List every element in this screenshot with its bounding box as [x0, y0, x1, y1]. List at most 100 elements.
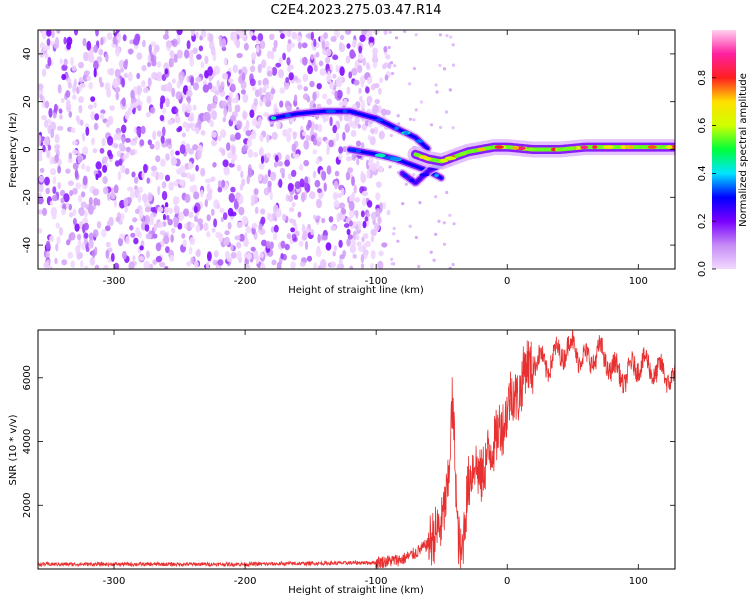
noise-blob [230, 252, 237, 259]
noise-blob [266, 152, 272, 159]
noise-blob [361, 197, 367, 207]
noise-blob [189, 57, 195, 67]
noise-blob [143, 163, 148, 174]
noise-blob [442, 67, 447, 71]
noise-blob [257, 116, 262, 124]
noise-blob [315, 157, 320, 165]
noise-blob [49, 200, 54, 206]
noise-blob [445, 190, 449, 195]
noise-blob [99, 147, 105, 154]
noise-blob [379, 202, 383, 209]
noise-blob [121, 77, 125, 88]
noise-blob [213, 218, 218, 228]
noise-blob [341, 187, 345, 197]
noise-blob [136, 52, 143, 60]
noise-blob [192, 47, 198, 54]
noise-blob [141, 170, 145, 180]
noise-blob [147, 61, 152, 67]
noise-blob [236, 241, 242, 249]
noise-blob [43, 261, 49, 269]
noise-blob [220, 129, 227, 139]
noise-blob [358, 51, 363, 61]
noise-blob [70, 127, 76, 134]
noise-blob [52, 176, 57, 185]
noise-blob [236, 164, 242, 172]
noise-blob [124, 111, 130, 120]
noise-blob [83, 237, 88, 245]
noise-blob [124, 168, 130, 175]
noise-blob [250, 246, 256, 252]
noise-blob [306, 95, 311, 103]
noise-blob [86, 75, 92, 81]
noise-blob [82, 175, 88, 186]
noise-blob [315, 51, 320, 58]
noise-blob [173, 159, 178, 165]
noise-blob [78, 104, 83, 114]
noise-blob [339, 43, 346, 53]
noise-blob [260, 154, 265, 164]
noise-blob [282, 52, 286, 61]
noise-blob [145, 250, 150, 259]
noise-blob [221, 38, 227, 48]
noise-blob [356, 140, 361, 147]
noise-blob [257, 79, 262, 86]
noise-blob [323, 32, 328, 40]
noise-blob [45, 187, 50, 195]
noise-blob [41, 30, 47, 40]
noise-blob [307, 65, 313, 75]
noise-blob [147, 54, 151, 63]
noise-blob [90, 111, 96, 121]
noise-blob [192, 144, 199, 151]
noise-blob [162, 213, 167, 221]
noise-blob [317, 188, 322, 194]
noise-blob [83, 51, 89, 62]
noise-blob [444, 110, 449, 114]
noise-blob [123, 73, 128, 78]
noise-blob [61, 73, 67, 81]
noise-blob [260, 208, 266, 215]
noise-blob [84, 210, 88, 218]
noise-blob [283, 81, 290, 90]
noise-blob [207, 82, 213, 90]
noise-blob [210, 176, 216, 182]
noise-blob [118, 237, 123, 247]
noise-blob [240, 170, 244, 179]
ridge-spot [347, 148, 358, 152]
noise-blob [167, 142, 173, 150]
ridge-spot [647, 145, 657, 149]
noise-blob [92, 148, 98, 154]
noise-blob [277, 161, 284, 167]
noise-blob [160, 135, 165, 144]
noise-blob [203, 222, 209, 232]
noise-blob [429, 250, 433, 254]
noise-blob [63, 193, 70, 203]
noise-blob [44, 100, 50, 109]
noise-blob [312, 170, 317, 179]
noise-blob [224, 230, 230, 236]
ridge-spot [375, 118, 384, 122]
noise-blob [69, 232, 76, 241]
noise-blob [271, 66, 278, 76]
noise-blob [246, 138, 253, 148]
noise-blob [193, 260, 199, 268]
noise-blob [54, 153, 59, 163]
noise-blob [268, 213, 273, 223]
noise-blob [129, 225, 134, 231]
noise-blob [195, 127, 200, 135]
noise-blob [287, 195, 294, 202]
noise-blob [289, 218, 294, 224]
noise-blob [38, 83, 44, 91]
noise-blob [388, 165, 392, 169]
noise-blob [169, 254, 175, 262]
noise-blob [38, 148, 43, 157]
noise-blob [89, 256, 96, 266]
noise-blob [95, 161, 102, 170]
noise-blob [48, 107, 53, 118]
noise-blob [185, 143, 191, 153]
colorbar-tick-label: 0.4 [697, 165, 708, 181]
noise-blob [221, 148, 226, 156]
x-tick-label: 100 [629, 276, 648, 287]
ridge-spot [377, 153, 386, 158]
noise-blob [211, 102, 217, 109]
noise-blob [181, 233, 186, 239]
